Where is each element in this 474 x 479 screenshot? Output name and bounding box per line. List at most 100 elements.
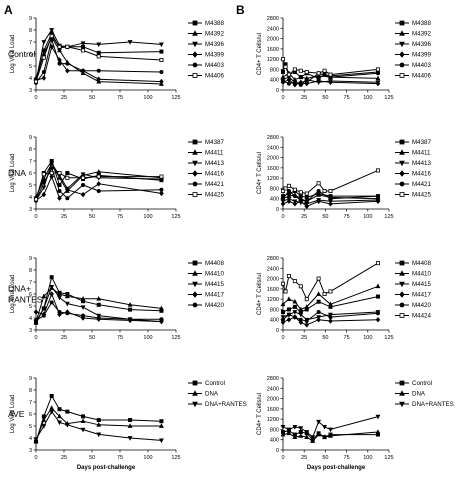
x-tick-label: 0 [34, 95, 37, 101]
data-point [128, 307, 133, 312]
data-point [127, 436, 133, 441]
data-point [80, 427, 86, 433]
y-tick-label: 400 [270, 197, 279, 203]
data-point [49, 166, 54, 171]
data-point [41, 293, 47, 299]
data-point [159, 187, 164, 192]
legend-label: M4425 [412, 192, 431, 199]
data-point [57, 413, 62, 419]
data-point [375, 261, 380, 266]
data-point [96, 296, 102, 301]
y-tick-label: 3 [29, 207, 32, 213]
y-tick-label: 4 [29, 76, 32, 82]
series-m4417 [280, 314, 381, 328]
data-point [328, 188, 333, 193]
legend-label: M4420 [205, 302, 224, 309]
series-m4425 [34, 170, 164, 202]
legend-label: M4416 [205, 171, 224, 178]
data-point [328, 312, 333, 318]
y-tick-label: 2400 [267, 386, 279, 392]
data-point [81, 313, 86, 318]
data-point [57, 309, 62, 314]
x-tick-label: 50 [322, 335, 328, 341]
y-tick-label: 1600 [267, 166, 279, 172]
legend-label: DNA [205, 391, 219, 398]
legend-marker [192, 73, 198, 78]
data-point [280, 57, 285, 62]
legend-marker [192, 380, 198, 386]
data-point [316, 71, 321, 76]
y-tick-label: 5 [29, 183, 32, 189]
data-point [286, 430, 292, 436]
y-tick-label: 2800 [267, 16, 279, 22]
legend-label: DNA+RANTES [205, 401, 247, 408]
legend-marker [192, 401, 198, 408]
legend-label: M4408 [205, 260, 224, 267]
y-tick-label: 6 [29, 292, 32, 298]
data-point [81, 182, 86, 187]
legend-marker [399, 401, 405, 408]
data-point [322, 291, 327, 296]
y-tick-label: 2400 [267, 26, 279, 32]
data-point [280, 201, 286, 207]
data-point [375, 311, 380, 316]
data-point [34, 318, 39, 323]
y-tick-label: 1200 [267, 297, 279, 303]
data-point [316, 419, 322, 425]
y-axis-label: Log Viral Load [10, 275, 16, 314]
x-tick-label: 25 [301, 214, 307, 220]
data-point [292, 425, 298, 430]
y-tick-label: 6 [29, 171, 32, 177]
data-point [41, 55, 46, 60]
y-axis-label: Log Viral Load [10, 154, 16, 193]
data-point [328, 301, 333, 307]
legend-marker [192, 270, 198, 276]
series-dna [280, 429, 381, 443]
data-point [328, 289, 333, 294]
row-label: DNA [8, 168, 26, 178]
legend-label: M4399 [412, 52, 431, 59]
data-point [159, 58, 164, 63]
x-tick-label: 75 [344, 335, 350, 341]
data-point [286, 317, 292, 323]
legend-marker [192, 20, 198, 26]
series-m4399 [33, 44, 164, 85]
y-axis-label: CD4+ T Cells/ul [257, 152, 263, 194]
legend-label: M4403 [205, 62, 224, 69]
data-point [304, 434, 310, 439]
x-tick-label: 25 [61, 335, 67, 341]
data-point [298, 74, 304, 79]
data-point [41, 70, 46, 75]
y-tick-label: 2400 [267, 145, 279, 151]
row-label: DNA+ [8, 284, 31, 294]
data-point [65, 44, 70, 49]
series-m4421 [280, 188, 380, 204]
y-axis-label: CD4+ T Cells/ul [257, 33, 263, 75]
data-point [159, 305, 164, 311]
legend-marker [399, 160, 405, 167]
legend-marker [399, 149, 405, 155]
series-dna-rantes [33, 409, 164, 444]
data-point [283, 64, 288, 69]
legend-label: M4417 [412, 292, 431, 299]
data-point [49, 291, 54, 297]
data-point [81, 48, 86, 53]
data-point [292, 67, 297, 72]
legend-marker [192, 390, 198, 396]
data-point [286, 312, 291, 317]
data-point [33, 437, 39, 442]
legend-label: M4425 [205, 192, 224, 199]
data-point [57, 47, 62, 53]
data-point [283, 186, 288, 191]
legend-label: M4417 [205, 292, 224, 299]
row-label: RANTES [8, 295, 43, 305]
legend-label: M4411 [205, 150, 224, 157]
data-point [41, 180, 46, 185]
data-point [41, 191, 47, 198]
legend-label: M4406 [205, 73, 224, 80]
legend-label: M4399 [205, 52, 224, 59]
y-tick-label: 2800 [267, 135, 279, 141]
legend-label: M4403 [412, 62, 431, 69]
x-tick-label: 50 [322, 214, 328, 220]
